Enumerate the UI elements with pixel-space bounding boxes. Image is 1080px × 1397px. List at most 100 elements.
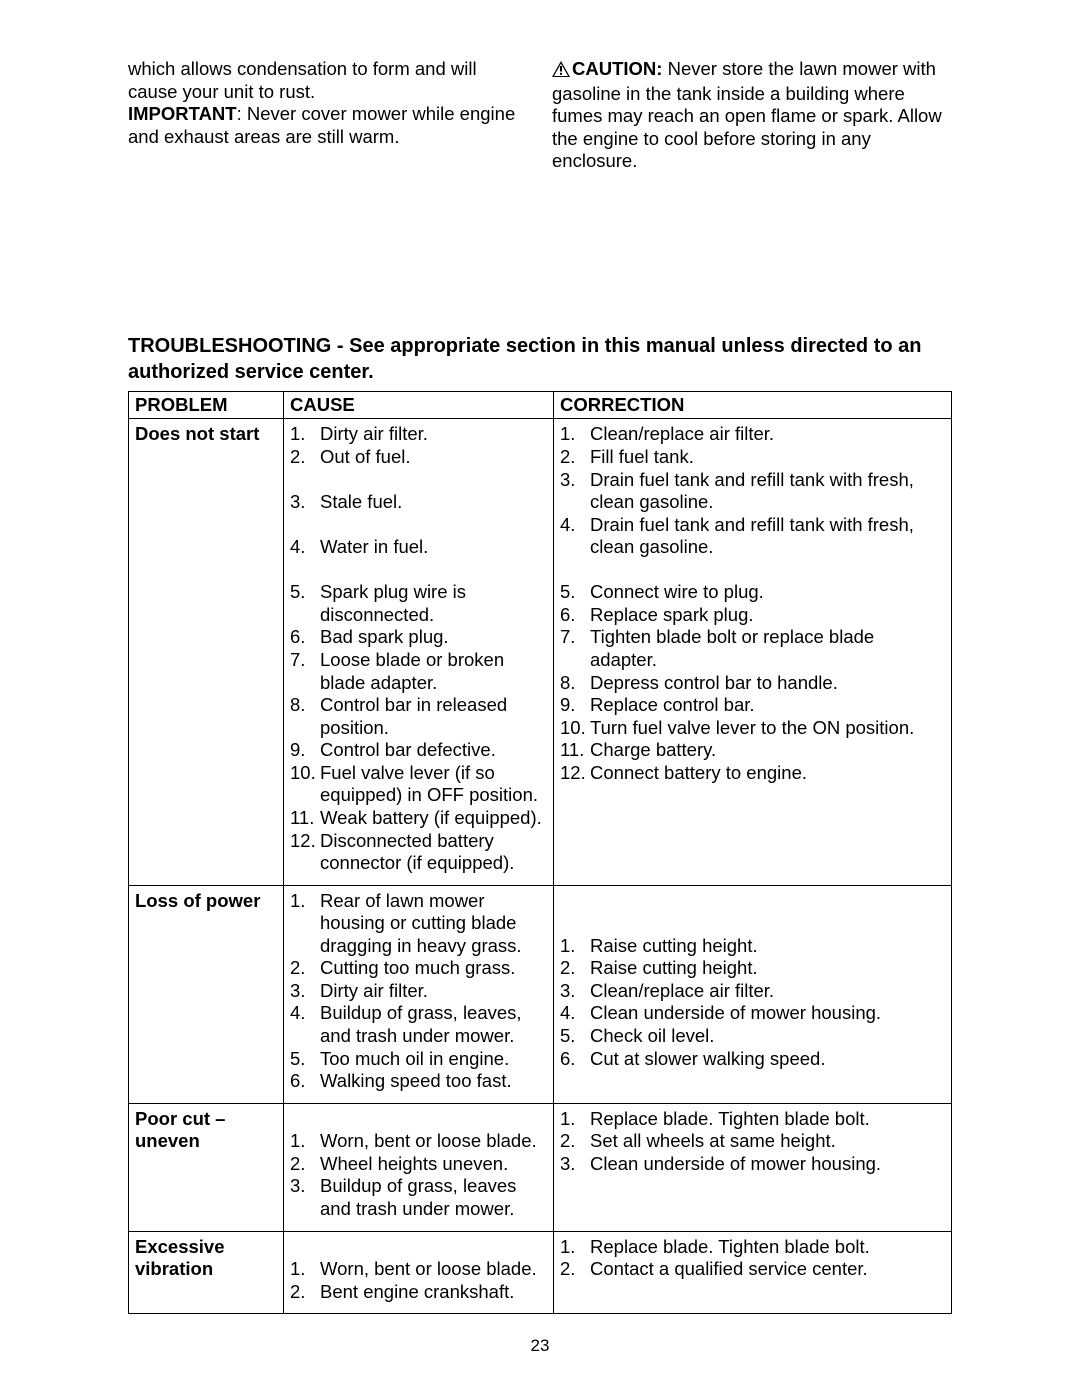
list-number: 11. xyxy=(560,739,590,762)
correction-cell: 1.Clean/replace air filter.2.Fill fuel t… xyxy=(554,419,952,885)
correction-cell: 1.Raise cutting height.2.Raise cutting h… xyxy=(554,885,952,1103)
list-spacer xyxy=(290,514,547,537)
list-number: 1. xyxy=(560,1236,590,1259)
list-item: 9.Replace control bar. xyxy=(560,694,945,717)
list-number: 6. xyxy=(560,1048,590,1071)
list-text: Replace spark plug. xyxy=(590,604,945,627)
list-item: 2.Bent engine crankshaft. xyxy=(290,1281,547,1304)
list-number: 2. xyxy=(290,1281,320,1304)
table-row: Loss of power1.Rear of lawn mower housin… xyxy=(129,885,952,1103)
list-text: Too much oil in engine. xyxy=(320,1048,547,1071)
list-item: 9.Control bar defective. xyxy=(290,739,547,762)
list-text: Cutting too much grass. xyxy=(320,957,547,980)
list-item: 1.Dirty air filter. xyxy=(290,423,547,446)
list-text: Raise cutting height. xyxy=(590,957,945,980)
list-text: Turn fuel valve lever to the ON position… xyxy=(590,717,945,740)
problem-cell: Excessive vibration xyxy=(129,1231,284,1314)
list-item: 10.Turn fuel valve lever to the ON posit… xyxy=(560,717,945,740)
list-text: Fill fuel tank. xyxy=(590,446,945,469)
list-text: Control bar defective. xyxy=(320,739,547,762)
list-item: 4.Drain fuel tank and refill tank with f… xyxy=(560,514,945,559)
page-number: 23 xyxy=(128,1336,952,1356)
numbered-list: 1.Worn, bent or loose blade.2.Bent engin… xyxy=(290,1236,547,1304)
caution-icon xyxy=(552,60,570,83)
list-number: 1. xyxy=(290,1258,320,1281)
list-text: Walking speed too fast. xyxy=(320,1070,547,1093)
list-number: 1. xyxy=(290,423,320,446)
list-text: Cut at slower walking speed. xyxy=(590,1048,945,1071)
right-column: CAUTION: Never store the lawn mower with… xyxy=(552,58,952,173)
list-item: 1.Worn, bent or loose blade. xyxy=(290,1258,547,1281)
list-item: 6.Bad spark plug. xyxy=(290,626,547,649)
list-number: 3. xyxy=(290,1175,320,1220)
list-number: 2. xyxy=(560,957,590,980)
list-number: 1. xyxy=(560,935,590,958)
list-text: Bent engine crankshaft. xyxy=(320,1281,547,1304)
list-number: 1. xyxy=(560,423,590,446)
list-number: 12. xyxy=(560,762,590,785)
list-spacer xyxy=(290,469,547,492)
numbered-list: 1.Worn, bent or loose blade.2.Wheel heig… xyxy=(290,1108,547,1221)
cause-cell: 1.Worn, bent or loose blade.2.Wheel heig… xyxy=(284,1103,554,1231)
list-text: Dirty air filter. xyxy=(320,423,547,446)
list-text: Charge battery. xyxy=(590,739,945,762)
list-spacer xyxy=(290,559,547,582)
list-number: 5. xyxy=(290,1048,320,1071)
list-item: 7.Tighten blade bolt or replace blade ad… xyxy=(560,626,945,671)
list-number: 5. xyxy=(560,1025,590,1048)
list-spacer xyxy=(560,912,945,935)
list-number: 6. xyxy=(560,604,590,627)
list-item: 1.Rear of lawn mower housing or cutting … xyxy=(290,890,547,958)
list-number: 6. xyxy=(290,1070,320,1093)
list-spacer xyxy=(290,1236,547,1259)
list-item: 8.Control bar in released position. xyxy=(290,694,547,739)
list-item: 7.Loose blade or broken blade adapter. xyxy=(290,649,547,694)
list-number: 4. xyxy=(290,1002,320,1047)
list-text: Replace blade. Tighten blade bolt. xyxy=(590,1108,945,1131)
list-number: 1. xyxy=(290,1130,320,1153)
condensation-text: which allows condensation to form and wi… xyxy=(128,58,477,102)
list-text: Spark plug wire is disconnected. xyxy=(320,581,547,626)
list-item: 4.Water in fuel. xyxy=(290,536,547,559)
list-item: 6.Cut at slower walking speed. xyxy=(560,1048,945,1071)
list-text: Connect battery to engine. xyxy=(590,762,945,785)
list-text: Contact a qualified service center. xyxy=(590,1258,945,1281)
list-number: 2. xyxy=(290,1153,320,1176)
list-number: 2. xyxy=(290,957,320,980)
header-correction: CORRECTION xyxy=(554,391,952,419)
list-item: 2.Fill fuel tank. xyxy=(560,446,945,469)
list-number: 2. xyxy=(560,1258,590,1281)
list-item: 2.Set all wheels at same height. xyxy=(560,1130,945,1153)
list-item: 8.Depress control bar to handle. xyxy=(560,672,945,695)
important-label: IMPORTANT xyxy=(128,103,237,124)
table-body: Does not start1.Dirty air filter.2.Out o… xyxy=(129,419,952,1314)
list-number: 2. xyxy=(290,446,320,469)
manual-page: which allows condensation to form and wi… xyxy=(0,0,1080,1396)
header-cause: CAUSE xyxy=(284,391,554,419)
list-item: 5.Too much oil in engine. xyxy=(290,1048,547,1071)
list-text: Worn, bent or loose blade. xyxy=(320,1130,547,1153)
list-item: 4.Buildup of grass, leaves, and trash un… xyxy=(290,1002,547,1047)
list-text: Drain fuel tank and refill tank with fre… xyxy=(590,469,945,514)
problem-cell: Loss of power xyxy=(129,885,284,1103)
list-item: 1.Worn, bent or loose blade. xyxy=(290,1130,547,1153)
list-item: 4.Clean underside of mower housing. xyxy=(560,1002,945,1025)
list-text: Check oil level. xyxy=(590,1025,945,1048)
list-text: Out of fuel. xyxy=(320,446,547,469)
list-spacer xyxy=(290,1108,547,1131)
list-text: Water in fuel. xyxy=(320,536,547,559)
list-text: Rear of lawn mower housing or cutting bl… xyxy=(320,890,547,958)
list-item: 3.Clean underside of mower housing. xyxy=(560,1153,945,1176)
numbered-list: 1.Replace blade. Tighten blade bolt.2.Se… xyxy=(560,1108,945,1176)
list-text: Buildup of grass, leaves and trash under… xyxy=(320,1175,547,1220)
list-item: 5.Connect wire to plug. xyxy=(560,581,945,604)
list-number: 4. xyxy=(560,1002,590,1025)
intro-columns: which allows condensation to form and wi… xyxy=(128,58,952,173)
list-item: 2.Out of fuel. xyxy=(290,446,547,469)
table-row: Does not start1.Dirty air filter.2.Out o… xyxy=(129,419,952,885)
list-number: 2. xyxy=(560,1130,590,1153)
caution-label: CAUTION: xyxy=(572,58,662,79)
list-number: 1. xyxy=(290,890,320,958)
cause-cell: 1.Rear of lawn mower housing or cutting … xyxy=(284,885,554,1103)
list-number: 10. xyxy=(560,717,590,740)
